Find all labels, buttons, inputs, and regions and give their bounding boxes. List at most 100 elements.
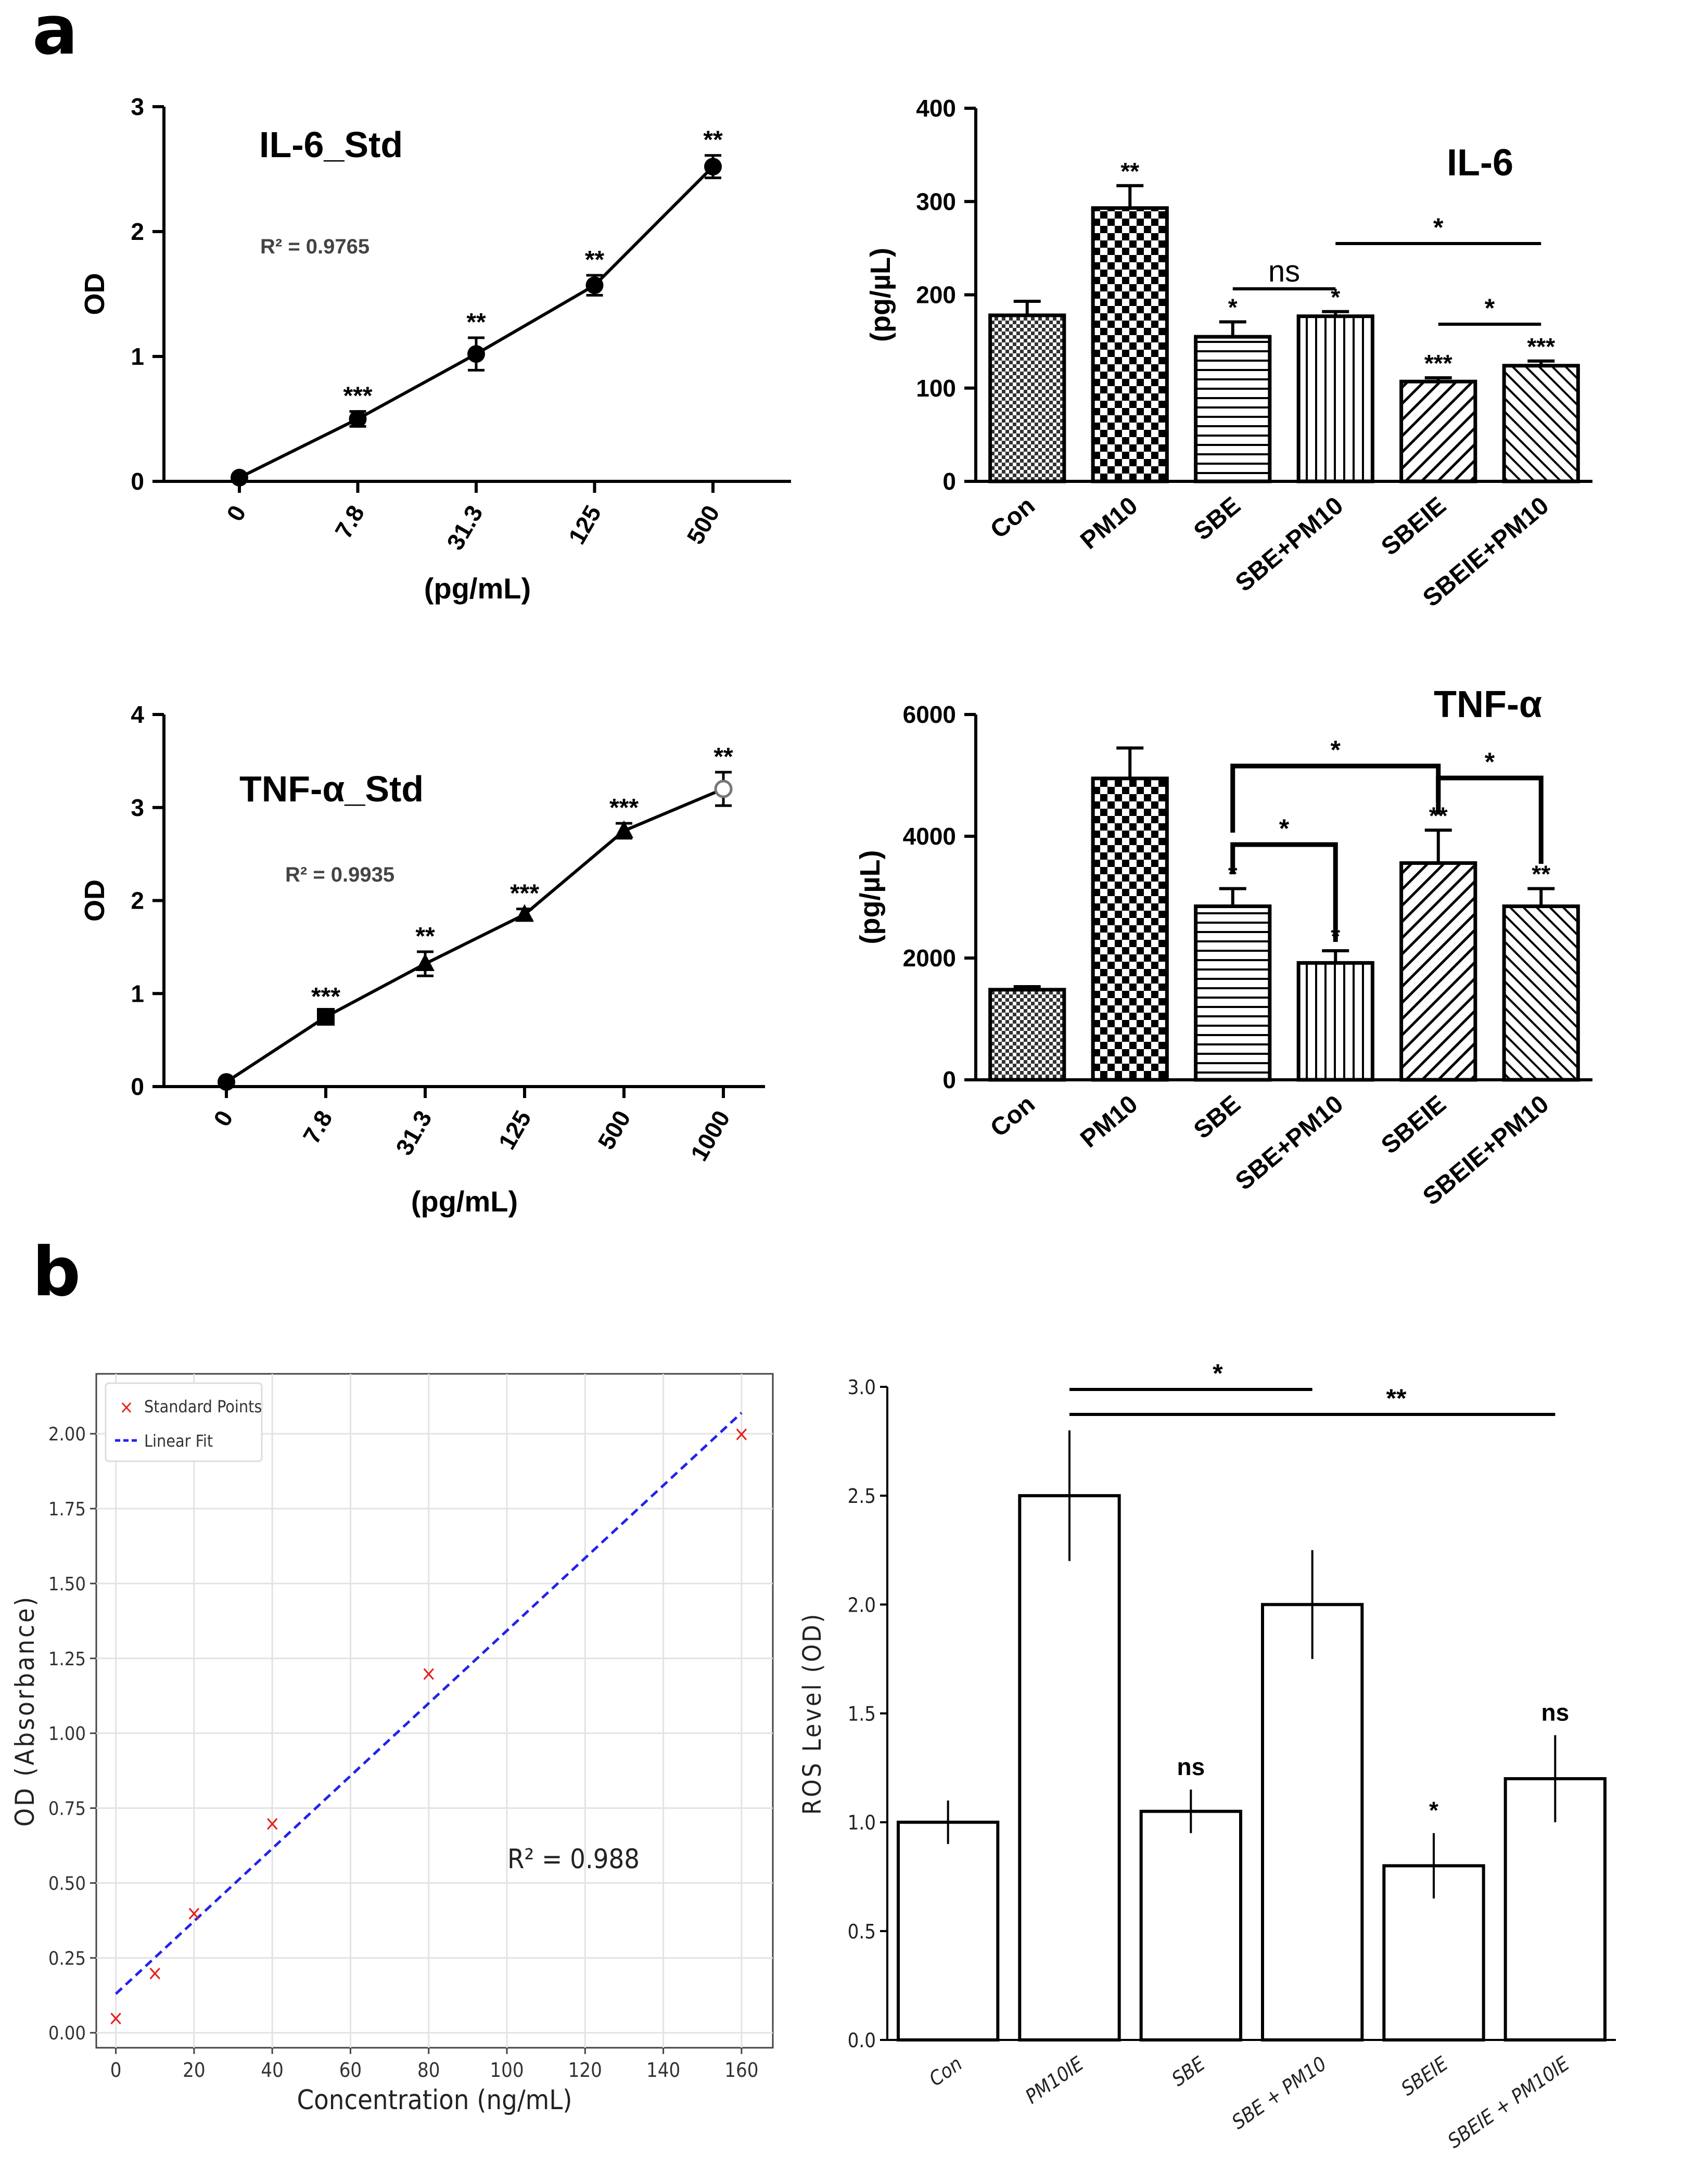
il6_bar-significance-label: *	[1228, 294, 1238, 321]
il6_std-x-tick-label: 7.8	[329, 501, 369, 543]
tnf_std-r-squared: R² = 0.9935	[285, 863, 394, 886]
ros_std-x-tick-label: 120	[568, 2059, 602, 2082]
ros_std-data-point: ×	[421, 1662, 437, 1686]
ros_bar-bar	[1261, 1603, 1364, 2041]
ros_bar-x-tick-label: SBE + PM10	[1228, 2052, 1331, 2134]
il6_std-x-tick-label: 500	[681, 501, 724, 548]
il6_bar-x-tick-label: PM10	[1075, 492, 1143, 555]
il6_bar-y-tick-label: 400	[916, 95, 956, 122]
tnf_std-y-tick-label: 3	[131, 794, 144, 821]
il6_bar-bar	[1502, 364, 1580, 483]
ros_std-data-point: ×	[108, 2006, 123, 2030]
il6_std-data-point	[585, 276, 604, 295]
tnf_std-x-tick-label: 7.8	[298, 1106, 338, 1148]
ros_std-y-tick-label: 2.00	[48, 1424, 86, 1445]
ros_bar-bar	[1139, 1809, 1243, 2041]
il6_std-title: IL-6_Std	[259, 124, 403, 165]
ros_std-y-tick-label: 1.75	[48, 1499, 86, 1520]
tnf_std-data-point	[714, 780, 733, 798]
ros_std-legend: × Standard Points Linear Fit	[105, 1382, 263, 1462]
tnf_bar-comparison-bracket	[1230, 842, 1338, 942]
ros_std-x-tick-label: 20	[183, 2059, 206, 2082]
ros_std-r-squared: R² = 0.988	[507, 1844, 640, 1875]
ros_std-legend-label: Standard Points	[144, 1397, 262, 1417]
ros_bar-comparison-label: **	[1386, 1384, 1407, 1413]
il6_bar-chart: 0 100 200 300 400 (pg/µL) Con ** PM10 * SBE * SBE+PM…	[865, 95, 1592, 613]
panel-label-a: a	[32, 0, 78, 70]
il6_std-y-axis-label: OD	[79, 273, 110, 315]
ros_bar-x-tick-label: SBE	[1168, 2052, 1209, 2091]
ros_std-x-tick-label: 80	[417, 2059, 440, 2082]
ros_bar-y-tick-label: 1.5	[848, 1703, 876, 1726]
tnf_std-y-tick-label: 1	[131, 980, 144, 1007]
tnf_bar-y-tick-label: 0	[942, 1066, 956, 1093]
tnf_std-x-tick-label: 500	[592, 1106, 635, 1154]
ros_bar-significance-label: ns	[1541, 1699, 1569, 1726]
il6_bar-comparison-label: *	[1433, 213, 1444, 242]
il6_std-x-tick-label: 31.3	[441, 501, 488, 555]
il6_std-x-axis-label: (pg/mL)	[424, 572, 531, 605]
ros_bar-y-tick-label: 3.0	[848, 1376, 876, 1399]
il6_bar-bar	[1399, 379, 1477, 483]
ros_std-data-point: ×	[264, 1811, 280, 1835]
tnf_bar-chart: 0 2000 4000 6000 (pg/µL) Con PM10 * SBE * SBE+PM10…	[855, 684, 1592, 1211]
ros_bar-bar	[1018, 1494, 1121, 2042]
tnf_bar-bar	[988, 988, 1066, 1082]
ros_std-fit-line	[114, 1411, 743, 1995]
ros_bar-y-tick-label: 0.5	[848, 1920, 876, 1943]
il6_std-r-squared: R² = 0.9765	[260, 235, 369, 258]
il6_bar-bar	[1194, 335, 1272, 483]
ros_bar-x-tick-label: Con	[925, 2052, 966, 2090]
il6_bar-comparison-label: *	[1485, 294, 1495, 323]
tnf_bar-y-axis-label: (pg/µL)	[855, 850, 886, 944]
il6_std-significance-label: **	[466, 309, 486, 336]
ros_std-y-tick-label: 0.50	[48, 1873, 86, 1894]
ros_std-legend-marker: ×	[119, 1397, 133, 1418]
tnf_std-data-point	[615, 820, 633, 838]
tnf_std-x-tick-label: 125	[493, 1106, 536, 1154]
il6_bar-bar	[1091, 206, 1169, 483]
ros_bar-bar	[897, 1820, 1000, 2042]
il6_bar-significance-label: ***	[1424, 350, 1452, 377]
il6_std-significance-label: ***	[343, 382, 372, 410]
tnf_std-significance-label: ***	[311, 983, 340, 1011]
il6_bar-x-tick-label: SBEIE	[1376, 492, 1451, 561]
tnf_std-title: TNF-α_Std	[239, 769, 424, 809]
tnf_std-y-tick-label: 2	[131, 887, 144, 914]
il6_std-data-point	[704, 158, 722, 176]
tnf_std-y-axis-label: OD	[79, 879, 110, 922]
tnf_bar-x-tick-label: PM10	[1075, 1090, 1143, 1153]
tnf_std-data-point	[416, 953, 435, 972]
il6_bar-comparison-label: ns	[1268, 254, 1300, 288]
ros_bar-x-tick-label: SBEIE	[1397, 2052, 1452, 2100]
ros_std-x-tick-label: 0	[110, 2059, 122, 2082]
il6_std-data-point	[467, 345, 485, 363]
tnf_bar-significance-label: **	[1532, 861, 1550, 888]
ros_bar-chart: 0.0 0.5 1.0 1.5 2.0 2.5 3.0 Con PM10IE ns SBE SBE +…	[798, 1359, 1616, 2153]
il6_std-y-tick-label: 0	[131, 468, 144, 495]
tnf_std-significance-label: ***	[609, 794, 639, 822]
il6_bar-y-tick-label: 200	[916, 282, 956, 309]
il6_std-y-tick-label: 2	[131, 218, 144, 245]
ros_bar-y-tick-label: 2.5	[848, 1485, 876, 1508]
il6_bar-bar	[1296, 314, 1374, 483]
il6_std-y-tick-label: 1	[131, 343, 144, 370]
ros_bar-significance-label: *	[1429, 1797, 1438, 1824]
il6_bar-y-tick-label: 300	[916, 188, 956, 215]
panel-label-b: b	[32, 1232, 81, 1311]
ros_std-x-tick-label: 160	[724, 2059, 758, 2082]
ros_std-x-tick-label: 40	[261, 2059, 284, 2082]
ros_std-data-point: ×	[147, 1961, 163, 1985]
tnf_std-significance-label: **	[713, 743, 733, 771]
ros_bar-x-tick-label: SBEIE + PM10IE	[1444, 2052, 1574, 2152]
il6_bar-title: IL-6	[1447, 142, 1513, 184]
tnf_bar-bar	[1296, 961, 1374, 1082]
tnf_std-significance-label: **	[415, 923, 435, 950]
ros_std-y-tick-label: 1.50	[48, 1574, 86, 1595]
il6_bar-y-tick-label: 100	[916, 375, 956, 402]
ros_bar-significance-label: ns	[1177, 1753, 1205, 1780]
ros_std-plot-area	[95, 1373, 774, 2049]
